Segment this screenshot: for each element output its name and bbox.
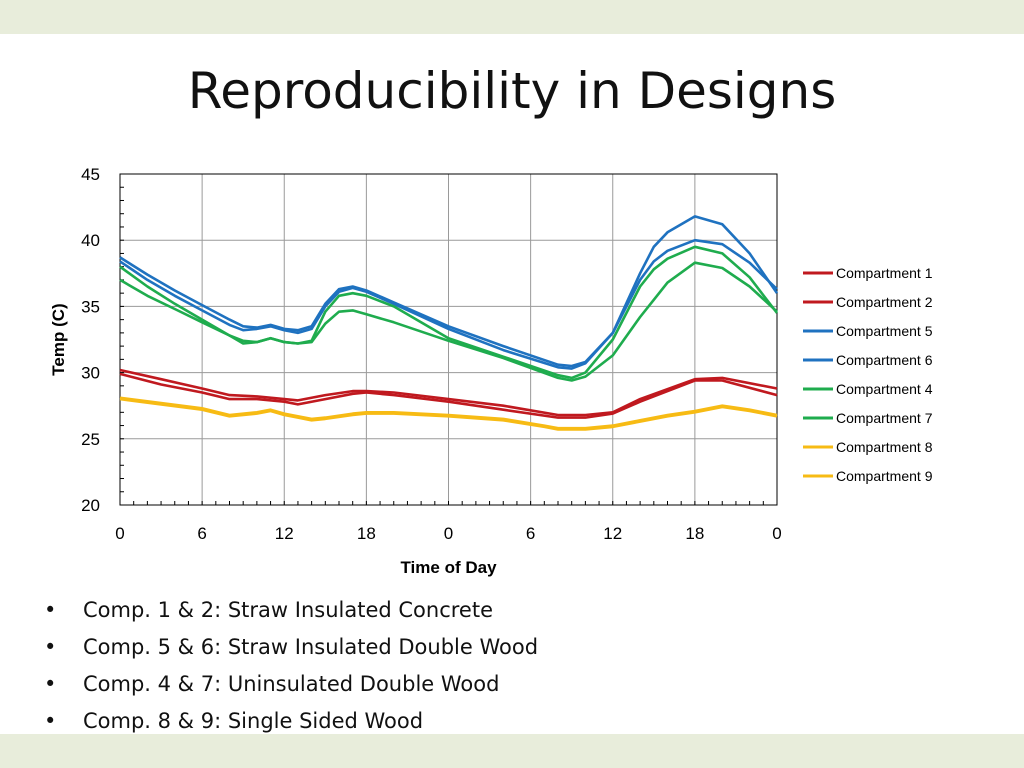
series-line-8 — [119, 397, 778, 431]
x-tick-label: 12 — [275, 524, 294, 543]
y-tick-label: 40 — [81, 231, 100, 250]
series-line-6 — [119, 245, 779, 380]
bullet-item: Comp. 5 & 6: Straw Insulated Double Wood — [40, 633, 538, 670]
bullet-item: Comp. 1 & 2: Straw Insulated Concrete — [40, 596, 538, 633]
x-tick-label: 0 — [772, 524, 781, 543]
legend-label: Compartment 6 — [836, 352, 933, 368]
y-tick-label: 30 — [81, 364, 100, 383]
bullet-item: Comp. 8 & 9: Single Sided Wood — [40, 707, 538, 744]
x-tick-label: 12 — [603, 524, 622, 543]
y-tick-label: 35 — [81, 297, 100, 316]
x-tick-label: 6 — [526, 524, 535, 543]
top-band — [0, 0, 1024, 34]
bullet-list: Comp. 1 & 2: Straw Insulated Concrete Co… — [40, 596, 538, 744]
series-lines — [119, 215, 779, 431]
legend-label: Compartment 9 — [836, 468, 933, 484]
temperature-line-chart: 0 6 12 18 0 6 12 18 0 20 25 30 35 40 45 Time of Day Te… — [49, 165, 933, 577]
y-tick-label: 45 — [81, 165, 100, 184]
legend-label: Compartment 2 — [836, 294, 933, 310]
slide-title: Reproducibility in Designs — [187, 62, 837, 120]
tick-labels: 0 6 12 18 0 6 12 18 0 20 25 30 35 40 45 — [81, 165, 782, 543]
legend-label: Compartment 1 — [836, 265, 933, 281]
y-tick-label: 20 — [81, 496, 100, 515]
x-tick-label: 6 — [197, 524, 206, 543]
x-tick-label: 0 — [115, 524, 124, 543]
y-tick-label: 25 — [81, 430, 100, 449]
series-line-4 — [119, 215, 779, 370]
bullet-item: Comp. 4 & 7: Uninsulated Double Wood — [40, 670, 538, 707]
legend-label: Compartment 8 — [836, 439, 933, 455]
legend-label: Compartment 5 — [836, 323, 933, 339]
x-axis-label: Time of Day — [400, 558, 497, 577]
x-tick-label: 0 — [444, 524, 453, 543]
minor-ticks — [119, 173, 778, 506]
series-line-1 — [119, 368, 778, 417]
legend-label: Compartment 7 — [836, 410, 933, 426]
series-line-2 — [119, 372, 778, 419]
legend: Compartment 1 Compartment 2 Compartment 5 C… — [803, 265, 933, 484]
legend-label: Compartment 4 — [836, 381, 933, 397]
x-tick-label: 18 — [685, 524, 704, 543]
x-tick-label: 18 — [357, 524, 376, 543]
series-line-5 — [119, 261, 778, 382]
y-axis-label: Temp (C) — [49, 303, 68, 375]
